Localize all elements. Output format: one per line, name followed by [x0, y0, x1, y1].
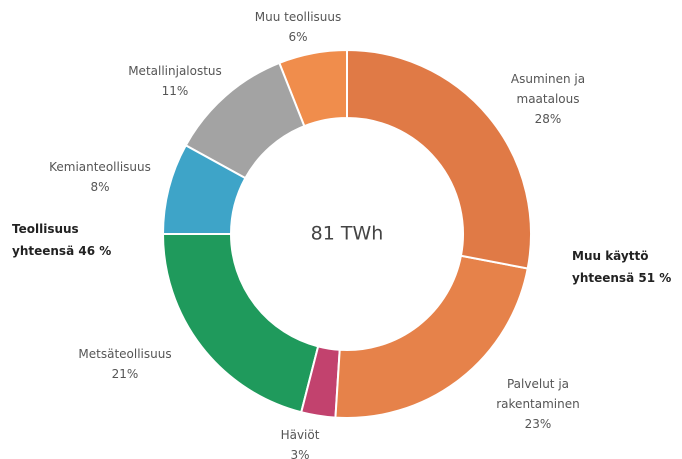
segment-label: Muu teollisuus 6% — [228, 7, 368, 47]
segment-label: Häviöt 3% — [260, 425, 340, 459]
segment-label: Metallinjalostus 11% — [110, 61, 240, 101]
segment-value: 23% — [524, 417, 552, 431]
group-total: Muu käyttö yhteensä 51 % — [572, 249, 672, 285]
segment-label: Asuminen ja maatalous 28% — [500, 69, 596, 129]
segment-name: Asuminen ja maatalous — [510, 72, 586, 106]
donut-segment — [300, 345, 341, 419]
segment-value: 8% — [90, 180, 110, 194]
donut-segment — [161, 233, 320, 414]
donut-segment — [161, 143, 247, 235]
segment-name: Metsäteollisuus — [78, 347, 172, 361]
segment-value: 11% — [161, 84, 189, 98]
segment-name: Metallinjalostus — [128, 64, 222, 78]
segment-value: 21% — [111, 367, 139, 381]
segment-value: 28% — [534, 112, 562, 126]
segment-name: Kemianteollisuus — [49, 160, 151, 174]
center-label: 81 TWh — [311, 223, 384, 245]
group-total: Teollisuus yhteensä 46 % — [12, 222, 112, 258]
segment-name: Palvelut ja rakentaminen — [496, 377, 580, 411]
donut-segment — [334, 254, 529, 419]
donut-segment — [184, 61, 306, 180]
donut-segment — [346, 48, 532, 270]
segment-label: Metsäteollisuus 21% — [65, 344, 185, 384]
segment-label: Palvelut ja rakentaminen 23% — [490, 374, 586, 434]
segment-label: Kemianteollisuus 8% — [35, 157, 165, 197]
segment-name: Häviöt — [280, 428, 320, 442]
segment-name: Muu teollisuus — [254, 10, 342, 24]
segment-value: 3% — [290, 448, 310, 459]
segment-value: 6% — [288, 30, 308, 44]
